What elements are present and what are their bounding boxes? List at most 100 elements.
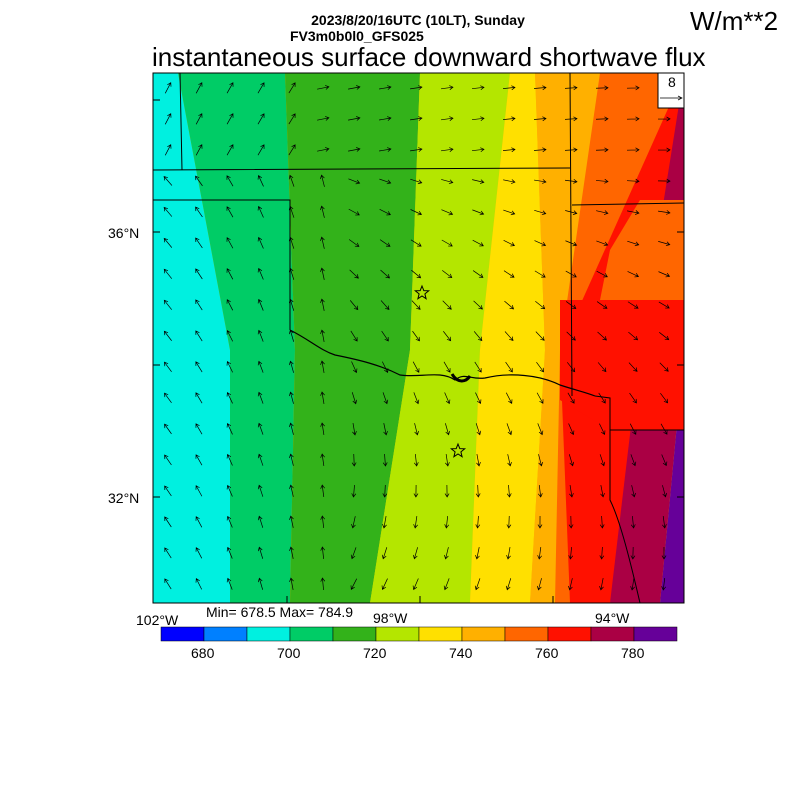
min-max-stats: Min= 678.5 Max= 784.9 <box>206 604 354 620</box>
wind-arrow-icon <box>320 577 326 591</box>
wind-arrow-icon <box>442 270 453 279</box>
wind-arrow-icon <box>226 577 233 590</box>
wind-arrow-icon <box>596 301 608 309</box>
wind-arrow-icon <box>226 113 234 125</box>
wind-arrow-icon <box>443 361 451 373</box>
wind-arrow-icon <box>566 362 576 373</box>
wind-arrow-icon <box>473 331 483 342</box>
wind-arrow-icon <box>320 453 325 466</box>
wind-arrow-icon <box>599 515 605 529</box>
wind-arrow-icon <box>164 454 172 466</box>
wind-arrow-icon <box>626 178 640 184</box>
wind-arrow-icon <box>352 423 357 436</box>
wind-arrow-icon <box>257 484 264 497</box>
wind-arrow-icon <box>351 516 356 529</box>
wind-arrow-icon <box>349 269 359 279</box>
field-region <box>660 73 684 603</box>
wind-arrow-icon <box>351 392 358 405</box>
wind-arrow-icon <box>629 392 637 404</box>
wind-arrow-icon <box>537 423 544 436</box>
wind-arrow-icon <box>380 269 391 279</box>
wind-arrow-icon <box>195 423 203 435</box>
wind-arrow-icon <box>413 453 419 467</box>
colorbar-swatch <box>590 626 635 642</box>
colorbar-tick-label: 700 <box>277 645 301 661</box>
wind-arrow-icon <box>348 116 361 121</box>
state-borders <box>153 73 684 603</box>
colorbar-swatch <box>332 626 377 642</box>
wind-arrow-icon <box>504 331 514 341</box>
axis-ticks <box>153 99 684 603</box>
wind-arrow-icon <box>412 578 419 591</box>
field-region <box>600 200 684 300</box>
wind-arrow-icon <box>627 301 639 309</box>
wind-arrow-icon <box>444 515 450 529</box>
wind-arrow-icon <box>226 82 234 94</box>
shortwave-field <box>153 73 684 603</box>
wind-arrow-icon <box>410 147 423 152</box>
lon-label: 94°W <box>595 610 630 626</box>
wind-arrow-icon <box>630 454 637 467</box>
wind-arrow-icon <box>410 239 422 247</box>
wind-arrow-icon <box>381 330 389 342</box>
field-region <box>178 73 295 603</box>
wind-arrow-icon <box>288 174 295 187</box>
plot-time: 2023/8/20/16UTC (10LT), Sunday <box>311 12 525 28</box>
wind-arrow-icon <box>164 578 172 590</box>
wind-arrow-icon <box>627 271 640 278</box>
wind-arrow-icon <box>564 85 578 91</box>
wind-arrow-icon <box>441 116 454 121</box>
wind-arrow-icon <box>164 392 172 404</box>
wind-arrow-icon <box>411 300 421 310</box>
wind-arrow-icon <box>565 301 577 309</box>
wind-arrow-icon <box>414 423 419 436</box>
wind-arrow-icon <box>659 362 669 372</box>
colorbar-tick-label: 720 <box>363 645 387 661</box>
wind-arrow-icon <box>444 392 451 405</box>
wind-arrow-icon <box>226 175 234 187</box>
city-star-icon <box>413 284 431 300</box>
wind-arrow-icon <box>565 210 578 215</box>
wind-arrow-icon <box>382 361 389 373</box>
units-label: W/m**2 <box>690 6 779 36</box>
colorbar-swatch <box>289 626 334 642</box>
wind-arrow-icon <box>288 298 295 311</box>
wind-arrow-icon <box>472 85 485 91</box>
wind-arrow-icon <box>660 423 668 435</box>
wind-arrow-icon <box>350 330 358 342</box>
wind-arrow-icon <box>474 361 482 373</box>
wind-arrow-icon <box>195 268 203 280</box>
wind-arrow-icon <box>320 422 325 435</box>
wind-arrow-icon <box>257 113 265 125</box>
wind-arrow-icon <box>597 331 607 341</box>
wind-arrow-icon <box>289 391 294 404</box>
wind-arrow-icon <box>627 240 640 247</box>
wind-arrow-icon <box>502 116 516 122</box>
colorbar-tick-label: 740 <box>449 645 473 661</box>
wind-arrow-icon <box>320 515 326 528</box>
wind-arrow-icon <box>533 147 547 153</box>
wind-arrow-icon <box>474 578 481 591</box>
wind-arrow-icon <box>567 392 575 404</box>
wind-arrow-icon <box>381 547 388 560</box>
wind-arrow-icon <box>441 147 454 152</box>
wind-arrow-icon <box>565 270 577 278</box>
wind-arrow-icon <box>288 113 296 125</box>
wind-arrow-icon <box>627 210 640 215</box>
colorbar-swatch <box>461 626 506 642</box>
wind-arrow-icon <box>661 546 667 560</box>
wind-arrow-icon <box>317 116 330 121</box>
wind-arrow-icon <box>226 237 234 249</box>
wind-arrow-icon <box>630 546 636 560</box>
wind-arrow-icon <box>536 361 544 373</box>
wind-arrow-icon <box>163 175 173 186</box>
wind-arrow-icon <box>351 484 357 498</box>
wind-arrow-icon <box>163 299 172 310</box>
wind-arrow-icon <box>537 485 543 498</box>
plot-title: instantaneous surface downward shortwave… <box>152 42 706 72</box>
wind-arrow-icon <box>472 147 485 153</box>
wind-arrow-icon <box>502 147 516 153</box>
wind-arrow-icon <box>662 516 667 529</box>
wind-arrow-icon <box>379 85 392 90</box>
wind-arrow-icon <box>410 209 423 216</box>
